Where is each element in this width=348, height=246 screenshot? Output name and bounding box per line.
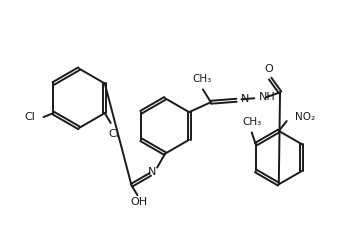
Text: OH: OH [131, 197, 148, 207]
Text: N: N [148, 168, 157, 177]
Text: Cl: Cl [108, 129, 119, 139]
Text: O: O [265, 63, 274, 74]
Text: Cl: Cl [25, 112, 35, 122]
Text: N: N [240, 94, 249, 104]
Text: CH₃: CH₃ [192, 75, 212, 84]
Text: CH₃: CH₃ [242, 117, 261, 127]
Text: NH: NH [259, 92, 276, 102]
Text: NO₂: NO₂ [295, 112, 315, 122]
